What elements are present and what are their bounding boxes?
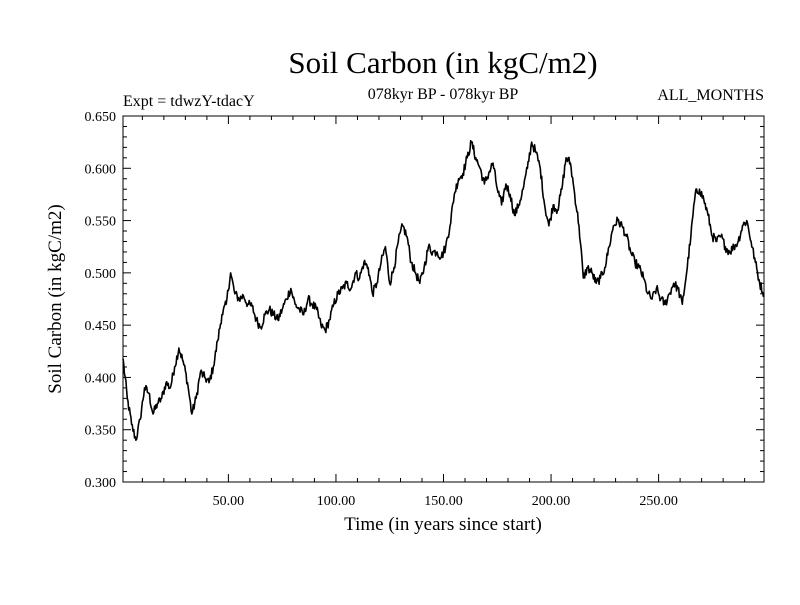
- x-axis-label: Time (in years since start): [344, 514, 542, 535]
- period-label: 078kyr BP - 078kyr BP: [368, 86, 519, 103]
- y-tick-label: 0.500: [85, 267, 117, 282]
- y-tick-label: 0.350: [85, 424, 117, 439]
- x-tick-label: 150.00: [424, 494, 463, 509]
- y-tick-label: 0.450: [85, 319, 117, 334]
- experiment-label: Expt = tdwzY-tdacY: [123, 93, 255, 110]
- y-axis-label: Soil Carbon (in kgC/m2): [45, 204, 66, 393]
- y-tick-label: 0.600: [85, 162, 117, 177]
- x-tick-label: 50.00: [213, 494, 245, 509]
- y-tick-label: 0.650: [85, 110, 117, 125]
- axis-ticks: [123, 115, 764, 483]
- x-tick-label: 250.00: [639, 494, 678, 509]
- tick-labels: 50.00 100.00 150.00 200.00 250.00 0.300 0.350 0…: [85, 110, 678, 509]
- chart-title: Soil Carbon (in kgC/m2): [288, 45, 597, 80]
- y-tick-label: 0.550: [85, 215, 117, 230]
- series-layer: [122, 140, 765, 441]
- x-tick-label: 100.00: [317, 494, 356, 509]
- months-label: ALL_MONTHS: [657, 87, 764, 104]
- plot-frame: [122, 115, 765, 483]
- y-tick-label: 0.400: [85, 371, 117, 386]
- series-line-soil-carbon: [122, 140, 765, 441]
- y-tick-label: 0.300: [85, 476, 117, 491]
- x-tick-label: 200.00: [532, 494, 571, 509]
